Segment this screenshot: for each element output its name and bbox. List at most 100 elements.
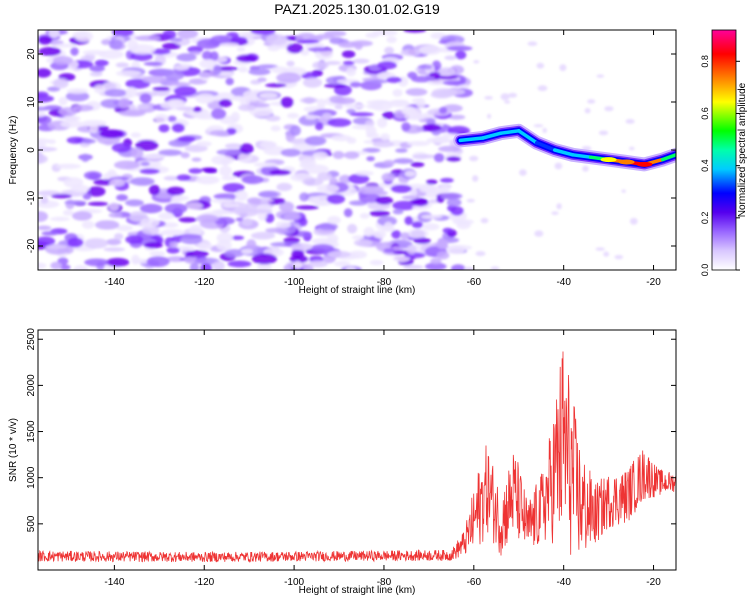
heatmap-cell — [131, 254, 140, 265]
heatmap-cell — [171, 123, 185, 133]
heatmap-cell — [386, 76, 402, 83]
heatmap-cell — [125, 235, 144, 244]
heatmap-cell — [108, 202, 120, 211]
heatmap-cell — [64, 200, 87, 205]
colorbar-tick-label: 0.8 — [700, 55, 710, 68]
heatmap-cell — [329, 177, 338, 185]
heatmap-cell — [251, 253, 278, 265]
heatmap-cell — [444, 55, 457, 61]
heatmap-cell — [216, 149, 242, 156]
heatmap-cell — [187, 46, 203, 53]
heatmap-cell — [377, 61, 397, 70]
colorbar-tick-label: 0.4 — [700, 159, 710, 172]
heatmap-cell — [556, 203, 562, 210]
heatmap-cell — [130, 177, 155, 186]
heatmap-cell — [301, 72, 318, 80]
heatmap-cell — [542, 128, 547, 133]
heatmap-cell — [422, 223, 440, 231]
heatmap-cell — [327, 233, 339, 244]
x-tick-label: -100 — [284, 577, 304, 588]
heatmap-cell — [116, 225, 133, 232]
heatmap-cell — [189, 262, 200, 270]
heatmap-cell — [302, 177, 324, 186]
heatmap-cell — [134, 35, 161, 41]
heatmap-cell — [227, 260, 252, 268]
heatmap-cell — [376, 117, 388, 128]
heatmap-cell — [391, 230, 402, 239]
heatmap-cell — [81, 220, 95, 229]
heatmap-cell — [257, 262, 272, 270]
heatmap-cell — [50, 261, 63, 270]
heatmap-cell — [188, 168, 203, 174]
heatmap-cell — [130, 52, 153, 61]
heatmap-cell — [45, 244, 68, 249]
heatmap-cell — [317, 98, 326, 109]
heatmap-cell — [143, 61, 163, 66]
heatmap-cell — [82, 50, 107, 56]
heatmap-cell — [480, 217, 489, 224]
spectrogram-y-label: Frequency (Hz) — [8, 116, 19, 185]
heatmap-cell — [504, 100, 511, 104]
heatmap-cell — [87, 201, 109, 206]
heatmap-cell — [584, 108, 591, 114]
heatmap-cell — [184, 144, 208, 153]
heatmap-cell — [295, 205, 319, 210]
heatmap-cell — [346, 108, 356, 114]
heatmap-cell — [351, 124, 375, 130]
heatmap-cell — [89, 124, 99, 134]
heatmap-cell — [139, 168, 160, 175]
heatmap-cell — [464, 266, 474, 270]
heatmap-cell — [176, 53, 197, 62]
heatmap-cell — [472, 175, 479, 182]
heatmap-cell — [534, 230, 544, 237]
heatmap-cell — [185, 202, 203, 210]
heatmap-cell — [38, 106, 52, 111]
heatmap-cell — [280, 96, 294, 108]
heatmap-cell — [296, 39, 320, 44]
heatmap-cell — [53, 78, 69, 89]
heatmap-cell — [130, 132, 141, 138]
heatmap-cell — [238, 66, 249, 73]
heatmap-cell — [421, 123, 442, 132]
heatmap-cell — [341, 50, 356, 58]
heatmap-cell — [230, 36, 248, 43]
heatmap-cell — [286, 60, 295, 67]
heatmap-cell — [407, 140, 430, 147]
heatmap-cell — [38, 146, 58, 152]
heatmap-cell — [276, 182, 293, 192]
heatmap-cell — [41, 231, 59, 236]
heatmap-cell — [383, 248, 395, 253]
heatmap-cell — [377, 216, 397, 227]
heatmap-cell — [419, 45, 442, 55]
y-tick-label: -10 — [26, 190, 37, 205]
heatmap-cell — [404, 170, 416, 177]
heatmap-cell — [230, 111, 240, 123]
heatmap-cell — [372, 141, 394, 148]
heatmap-cell — [40, 196, 49, 204]
heatmap-cell — [289, 125, 301, 136]
heatmap-cell — [304, 136, 327, 146]
heatmap-cell — [259, 141, 277, 149]
heatmap-cell — [446, 156, 461, 162]
heatmap-cell — [487, 113, 492, 119]
heatmap-cell — [446, 198, 462, 207]
heatmap-cell — [393, 158, 414, 164]
heatmap-cell — [189, 224, 203, 236]
x-tick-label: -20 — [646, 577, 661, 588]
heatmap-cell — [275, 221, 292, 229]
heatmap-cell — [195, 93, 216, 104]
spectrogram-noise — [38, 30, 638, 270]
heatmap-cell — [270, 125, 281, 132]
heatmap-cell — [334, 97, 356, 105]
heatmap-cell — [225, 143, 243, 149]
heatmap-cell — [551, 211, 559, 215]
heatmap-cell — [369, 210, 391, 217]
heatmap-cell — [38, 47, 62, 56]
heatmap-cell — [216, 240, 232, 251]
heatmap-cell — [63, 115, 81, 122]
heatmap-cell — [59, 264, 71, 270]
y-tick-label: -20 — [26, 238, 37, 253]
heatmap-cell — [419, 185, 437, 193]
heatmap-cell — [355, 170, 374, 176]
